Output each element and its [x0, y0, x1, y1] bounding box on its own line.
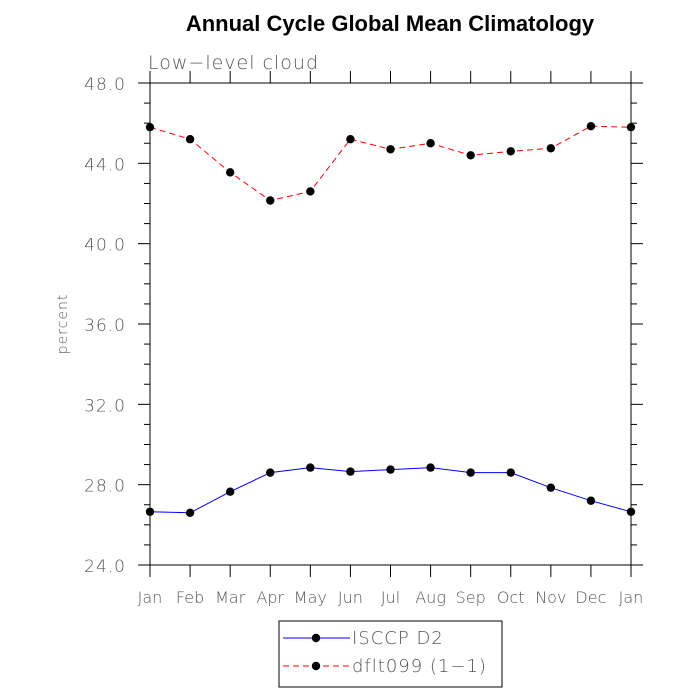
x-tick-label: Feb	[176, 588, 204, 607]
legend-marker-dflt	[311, 661, 321, 671]
series-line-1	[149, 125, 632, 202]
series-1-point	[586, 121, 596, 131]
series-0-point	[546, 483, 556, 492]
x-tick-label: Jul	[381, 588, 400, 607]
axis-ticks	[138, 71, 643, 577]
series-1-point	[466, 151, 475, 160]
series-0-point	[386, 465, 395, 474]
series-1-point	[546, 144, 556, 153]
x-tick-label: Jun	[338, 588, 363, 607]
x-tick-label: Jan	[138, 588, 163, 607]
series-1-point	[506, 147, 515, 156]
chart-title: Annual Cycle Global Mean Climatology	[186, 11, 595, 36]
x-tick-labels: Jan Feb Mar Apr May Jun Jul Aug Sep Oct Nov Dec Jan	[138, 588, 644, 607]
x-tick-label: Apr	[256, 588, 284, 607]
series-0-point	[145, 507, 155, 516]
series-0-point	[466, 468, 475, 477]
series-1-point	[426, 139, 435, 148]
y-tick-label: 44.0	[84, 155, 126, 175]
y-tick-label: 48.0	[84, 75, 126, 95]
chart-subtitle: Low−level cloud	[148, 52, 319, 74]
series-0-point	[306, 463, 315, 472]
series-1-point	[145, 122, 155, 132]
x-tick-label: Sep	[456, 588, 486, 607]
x-tick-label: Jan	[619, 588, 644, 607]
series-0-point	[586, 496, 596, 505]
x-tick-label: Oct	[497, 588, 525, 607]
y-tick-label: 32.0	[84, 396, 126, 416]
plot-frame	[149, 82, 632, 566]
series-1-point	[346, 135, 355, 144]
legend-label-dflt: dflt099 (1−1)	[352, 656, 487, 677]
y-tick-label: 24.0	[84, 557, 126, 577]
series-1-point	[225, 168, 235, 177]
series-1-point	[386, 145, 395, 154]
y-tick-label: 40.0	[84, 236, 126, 256]
legend: ISCCP D2 dflt099 (1−1)	[278, 620, 503, 688]
series-1-point	[306, 187, 315, 196]
series-layer	[145, 121, 636, 517]
y-tick-labels: 24.0 28.0 32.0 36.0 40.0 44.0 48.0	[84, 75, 126, 577]
y-axis-label: percent	[55, 294, 71, 355]
y-tick-label: 28.0	[84, 477, 126, 497]
legend-label-isccp: ISCCP D2	[352, 628, 444, 649]
legend-box	[278, 620, 503, 688]
series-0-point	[185, 508, 195, 517]
x-tick-label: Aug	[415, 588, 446, 607]
series-line-0	[149, 467, 632, 514]
series-0-point	[426, 463, 435, 472]
series-1-point	[266, 196, 275, 205]
series-0-point	[626, 507, 636, 516]
series-0-point	[346, 467, 355, 476]
x-tick-label: May	[294, 588, 327, 607]
y-tick-label: 36.0	[84, 316, 126, 336]
series-0-point	[225, 487, 235, 496]
series-0-point	[506, 468, 515, 477]
x-tick-label: Nov	[535, 588, 566, 607]
legend-marker-isccp	[311, 633, 321, 643]
series-0-point	[266, 468, 275, 477]
series-1-point	[626, 122, 636, 132]
x-tick-label: Dec	[575, 588, 606, 607]
series-1-point	[185, 135, 195, 144]
x-tick-label: Mar	[215, 588, 246, 607]
